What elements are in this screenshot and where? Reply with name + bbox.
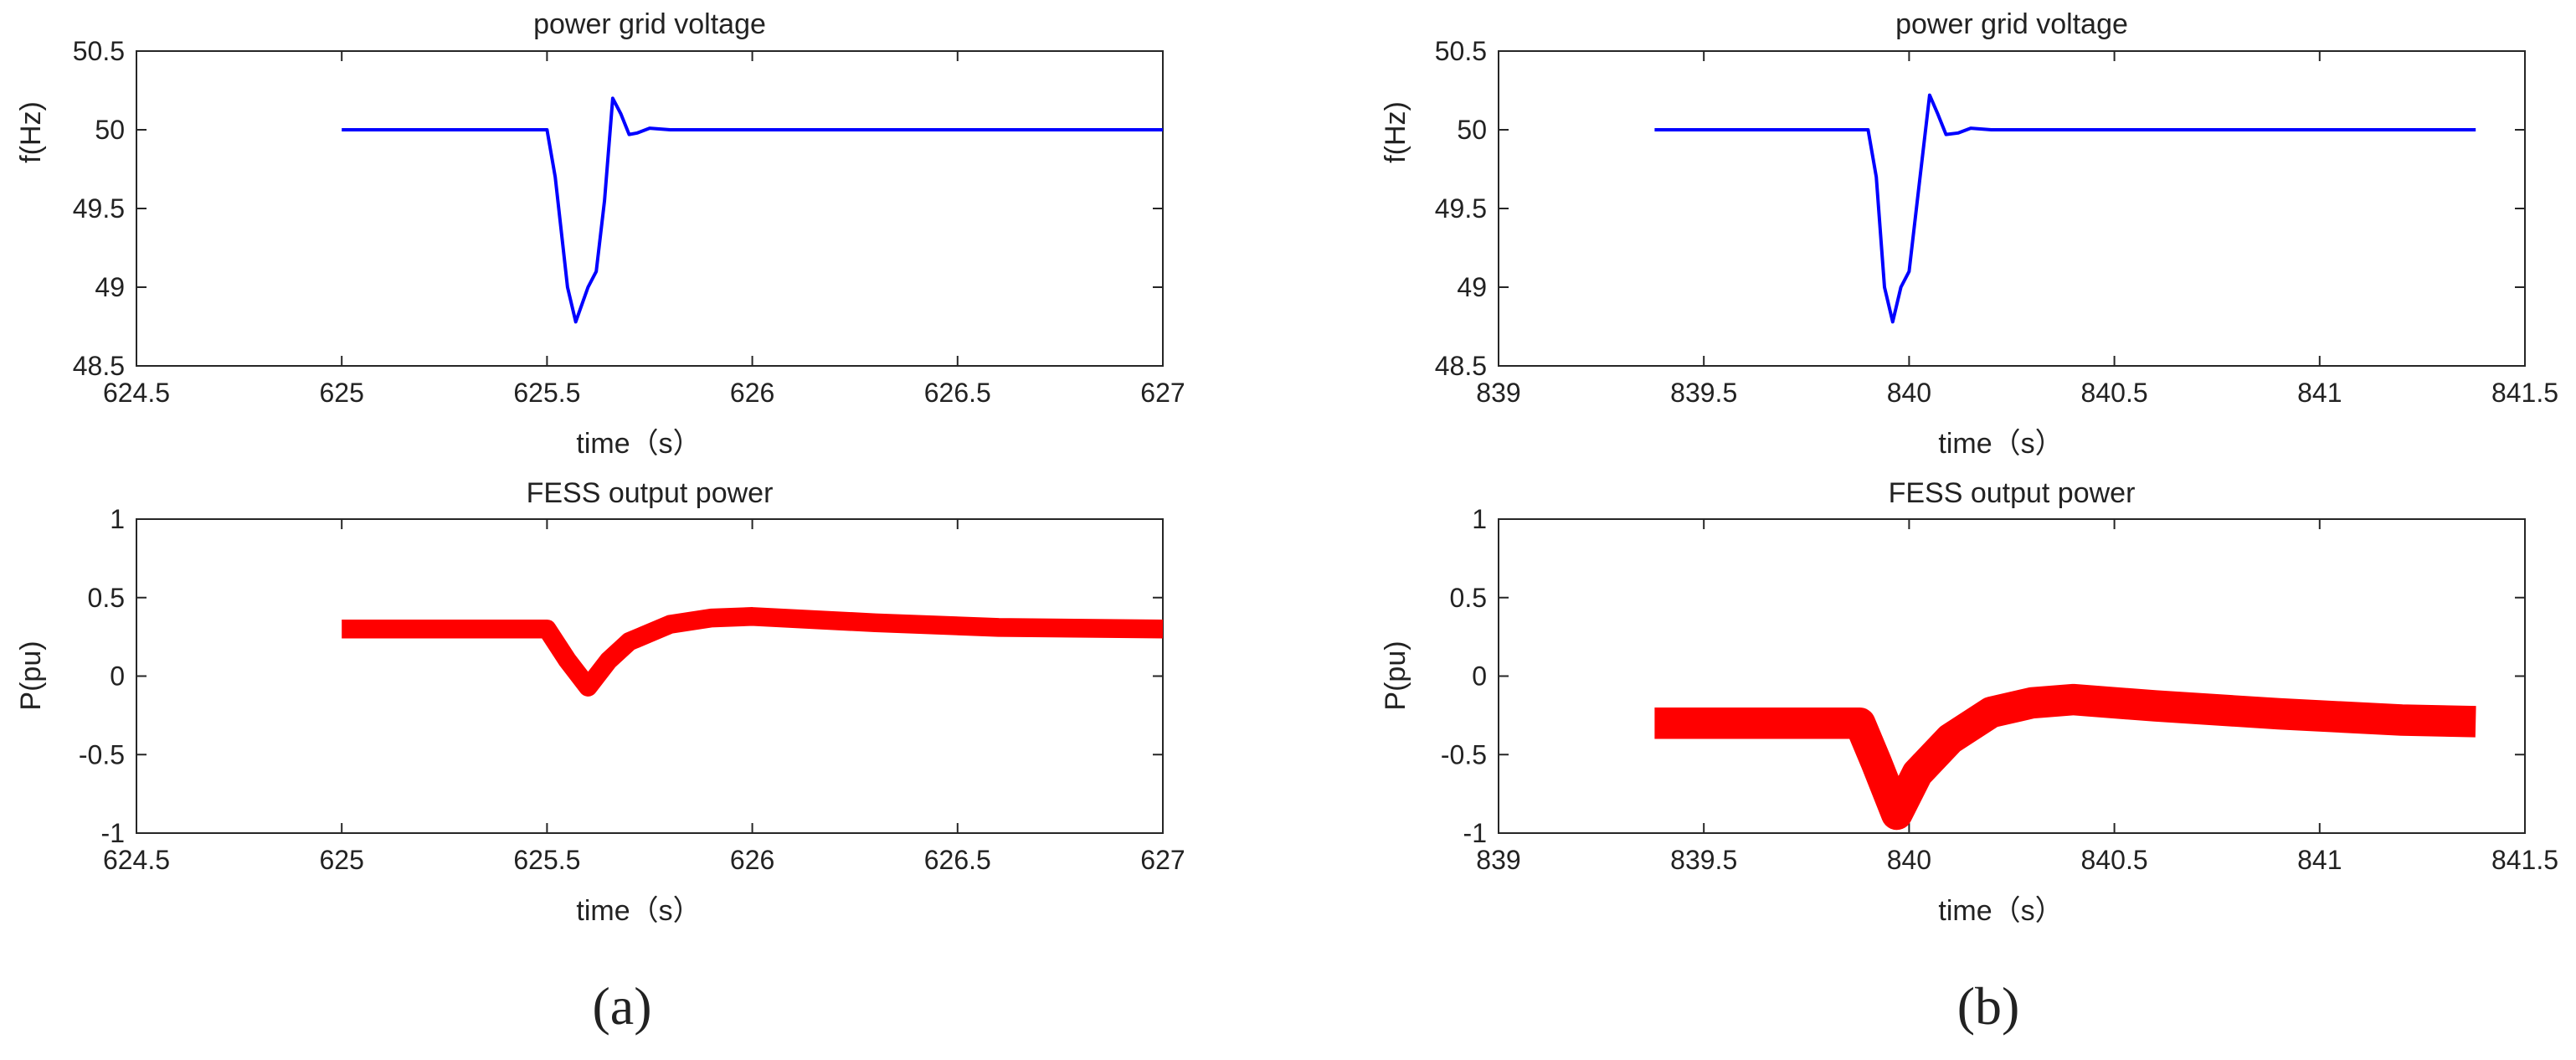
chart-a-power: FESS output power P(pu) time（s） 624.5 625… — [15, 477, 1185, 927]
chart-b-voltage: power grid voltage f(Hz) time（s） 839 839.… — [1380, 8, 2558, 460]
y-tick-label: 50 — [1457, 115, 1487, 145]
x-tick-label: 839 — [1476, 378, 1520, 408]
x-tick-label: 841 — [2297, 378, 2342, 408]
x-tick-label: 626 — [730, 378, 774, 408]
x-tick-label: 839.5 — [1670, 845, 1737, 875]
plot-area: 624.5 625 625.5 626 626.5 627 48.5 49 49.5 50 50.5 — [73, 36, 1185, 408]
series-line — [342, 607, 1164, 697]
y-tick-label: 0 — [1472, 661, 1487, 692]
chart-a-voltage: power grid voltage f(Hz) time（s） 624.5 62… — [15, 8, 1185, 460]
y-tick-label: 48.5 — [1435, 351, 1487, 381]
y-tick-label: 48.5 — [73, 351, 125, 381]
y-tick-label: 50.5 — [1435, 36, 1487, 66]
y-axis-label: P(pu) — [1380, 641, 1411, 710]
chart-title: FESS output power — [527, 477, 774, 509]
y-tick-label: 0.5 — [88, 583, 125, 613]
x-tick-label: 627 — [1140, 845, 1185, 875]
y-tick-label: 49 — [1457, 272, 1487, 302]
x-tick-label: 624.5 — [103, 378, 170, 408]
plot-area: 624.5 625 625.5 626 626.5 627 -1 -0.5 0 0.5 1 — [79, 504, 1185, 875]
y-tick-label: 50 — [95, 115, 125, 145]
y-axis-label: f(Hz) — [1380, 101, 1411, 163]
y-tick-label: 49.5 — [73, 193, 125, 224]
y-tick-label: 0 — [110, 661, 125, 692]
x-tick-label: 840 — [1887, 845, 1931, 875]
x-tick-label: 627 — [1140, 378, 1185, 408]
x-tick-label: 840.5 — [2081, 845, 2148, 875]
x-tick-label: 840.5 — [2081, 378, 2148, 408]
x-tick-label: 626.5 — [924, 845, 991, 875]
x-axis-label: time（s） — [576, 895, 701, 927]
y-tick-label: 1 — [1472, 504, 1487, 534]
x-tick-label: 625.5 — [513, 845, 580, 875]
chart-title: power grid voltage — [533, 8, 766, 40]
y-tick-label: -1 — [101, 818, 125, 848]
series-line — [342, 96, 1163, 324]
y-axis-label: f(Hz) — [15, 101, 47, 163]
x-tick-label: 841 — [2297, 845, 2342, 875]
y-tick-label: 1 — [110, 504, 125, 534]
y-tick-label: 49 — [95, 272, 125, 302]
y-tick-label: -0.5 — [1441, 739, 1487, 769]
series-line — [1654, 683, 2476, 831]
x-tick-label: 624.5 — [103, 845, 170, 875]
panel-label-b: (b) — [1957, 976, 2020, 1036]
plot-area: 839 839.5 840 840.5 841 841.5 -1 -0.5 0 0.5 1 — [1441, 504, 2558, 875]
panel-label-a: (a) — [592, 976, 651, 1036]
y-tick-label: -1 — [1463, 818, 1487, 848]
x-tick-label: 841.5 — [2491, 378, 2558, 408]
x-axis-label: time（s） — [1938, 895, 2063, 927]
x-tick-label: 626 — [730, 845, 774, 875]
y-tick-label: 49.5 — [1435, 193, 1487, 224]
chart-b-power: FESS output power P(pu) time（s） 839 839.5… — [1380, 477, 2558, 927]
x-tick-label: 625.5 — [513, 378, 580, 408]
x-tick-label: 841.5 — [2491, 845, 2558, 875]
x-tick-label: 840 — [1887, 378, 1931, 408]
x-axis-label: time（s） — [576, 428, 701, 460]
x-tick-label: 626.5 — [924, 378, 991, 408]
y-tick-label: 0.5 — [1450, 583, 1487, 613]
y-axis-label: P(pu) — [15, 641, 47, 710]
x-tick-label: 625 — [320, 845, 364, 875]
y-tick-label: -0.5 — [79, 739, 125, 769]
x-tick-label: 839 — [1476, 845, 1520, 875]
x-tick-label: 625 — [320, 378, 364, 408]
x-axis-label: time（s） — [1938, 428, 2063, 460]
chart-title: FESS output power — [1889, 477, 2136, 509]
series-line — [1654, 93, 2476, 324]
y-tick-label: 50.5 — [73, 36, 125, 66]
chart-title: power grid voltage — [1895, 8, 2128, 40]
plot-area: 839 839.5 840 840.5 841 841.5 48.5 49 49.5 50 50.5 — [1435, 36, 2558, 408]
x-tick-label: 839.5 — [1670, 378, 1737, 408]
